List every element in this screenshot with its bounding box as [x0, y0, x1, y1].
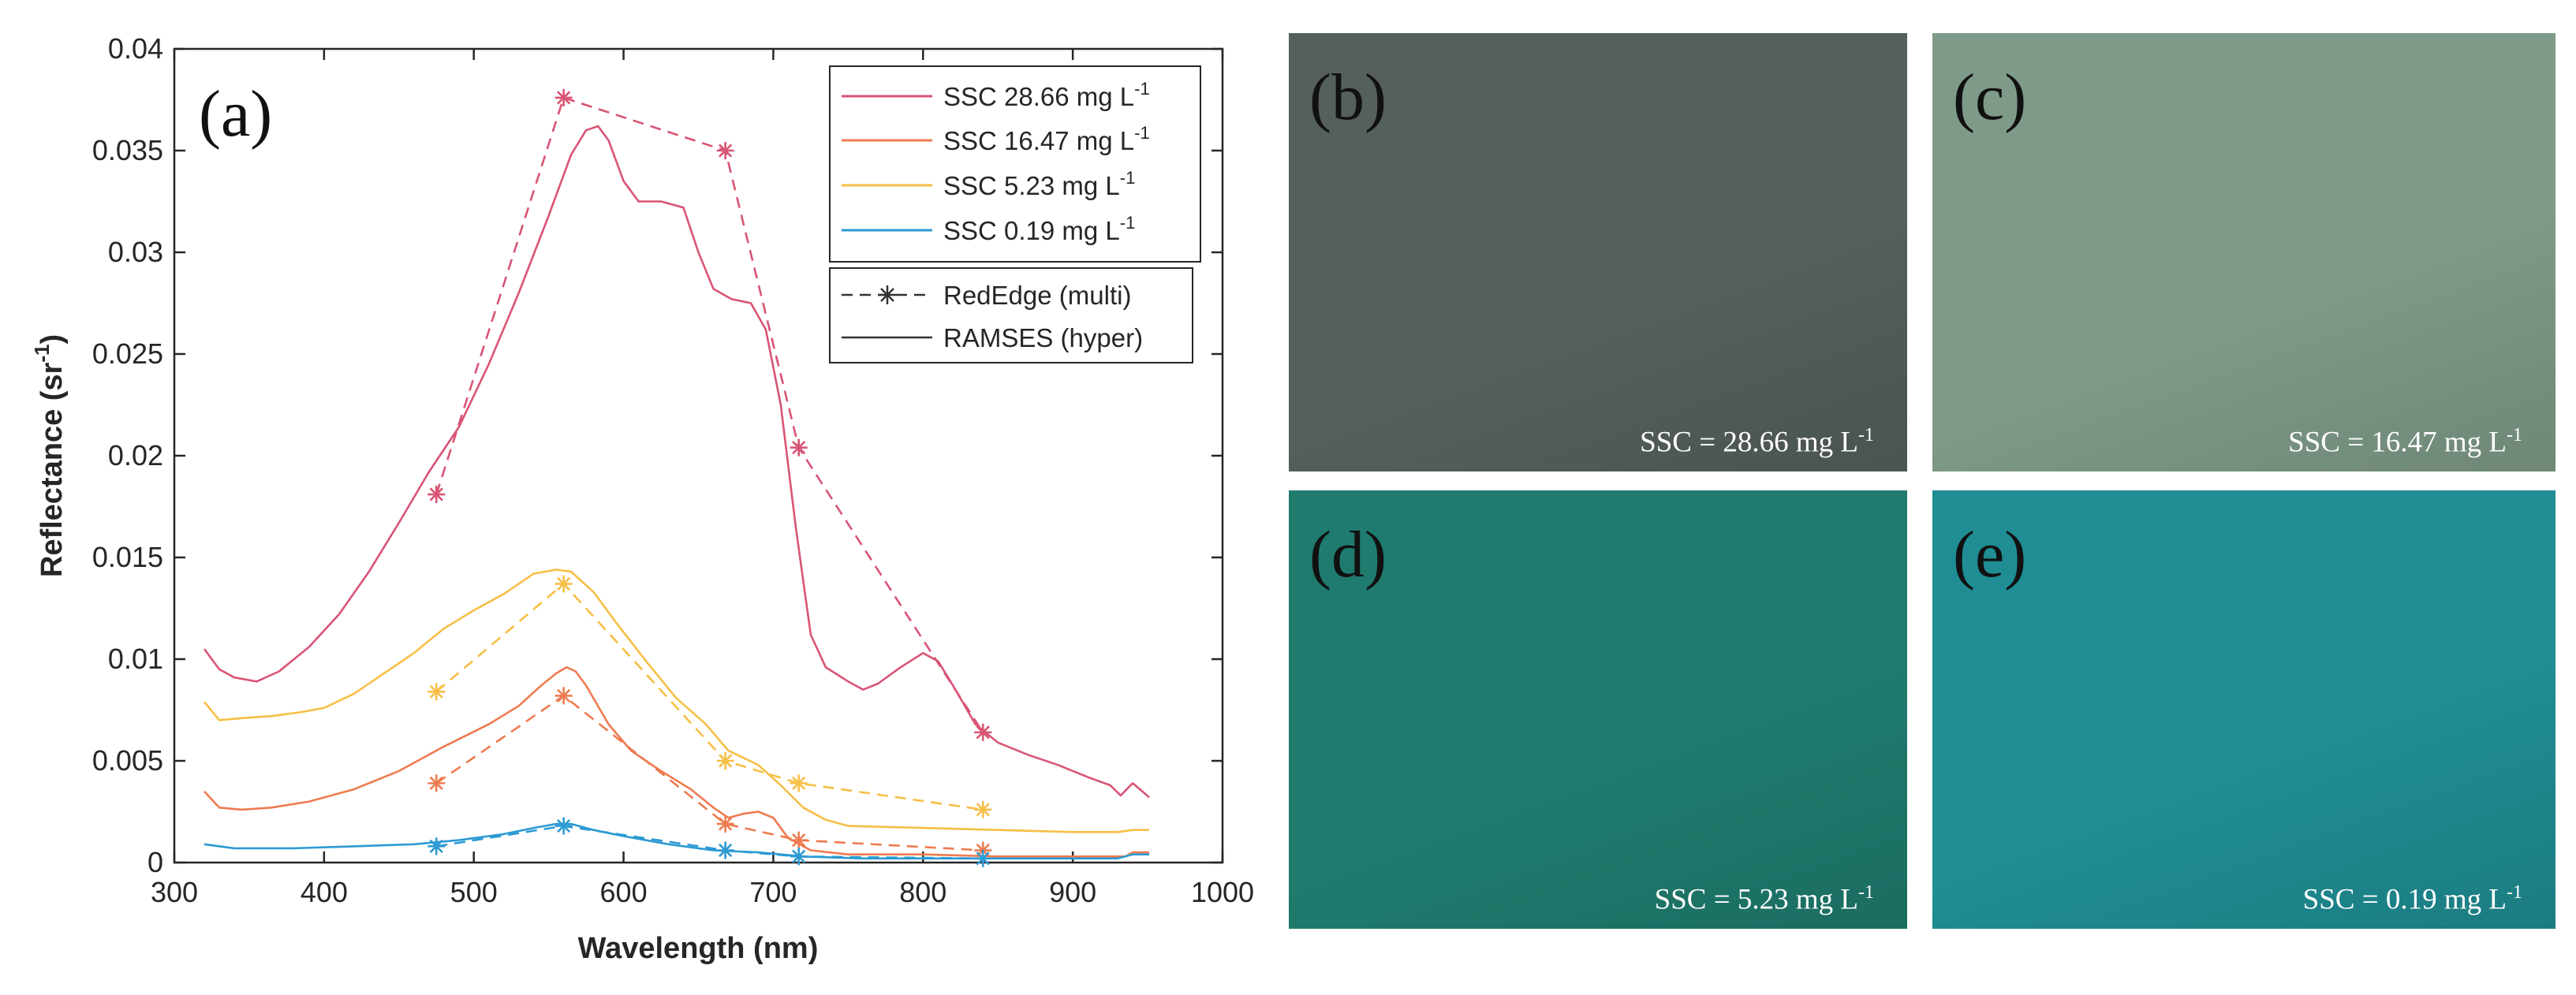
hyper-line: [203, 568, 1149, 833]
photo-panel-d: (d) SSC = 5.23 mg L-1: [1289, 490, 1907, 929]
legend-label-multi: RedEdge (multi): [943, 281, 1131, 310]
x-tick-label: 300: [151, 876, 198, 908]
x-tick-label: 400: [301, 876, 348, 908]
multi-point: [427, 683, 446, 701]
y-tick-label: 0.01: [108, 643, 163, 675]
x-tick-label: 600: [600, 876, 648, 908]
photo-tag-c: (c): [1953, 61, 2027, 134]
y-tick-label: 0.04: [108, 32, 163, 65]
multi-point: [554, 687, 573, 705]
photo-tag-d: (d): [1309, 518, 1387, 591]
chart: 300 400 500 600 700 800 900 1000 0 0.005 0.01 0.015…: [30, 32, 1254, 965]
y-tick-label: 0.035: [92, 134, 163, 166]
y-tick-label: 0.005: [92, 744, 163, 777]
multi-point: [427, 774, 446, 792]
x-tick-label: 1000: [1191, 876, 1254, 908]
x-tick-label: 500: [450, 876, 498, 908]
photo-tag-e: (e): [1953, 518, 2027, 591]
y-tick-label: 0.025: [92, 337, 163, 370]
photo-caption-e: SSC = 0.19 mg L-1: [2302, 881, 2522, 915]
y-tick-label: 0.03: [108, 236, 163, 268]
multi-line: [435, 694, 984, 852]
x-tick-label: 900: [1049, 876, 1096, 908]
multi-point: [974, 849, 992, 867]
multi-point: [554, 88, 573, 106]
multi-point: [427, 486, 446, 504]
y-tick-label: 0.015: [92, 541, 163, 573]
multi-point: [716, 841, 734, 859]
legend-label-0: SSC 0.19 mg L-1: [943, 213, 1135, 245]
series-layer: [203, 88, 1150, 867]
multi-point: [716, 752, 734, 770]
photo-panel-c: (c) SSC = 16.47 mg L-1: [1932, 33, 2555, 471]
hyper-line: [203, 822, 1149, 860]
series-legend: SSC 28.66 mg L-1 SSC 16.47 mg L-1 SSC 5.…: [829, 65, 1201, 263]
y-tick-label: 0.02: [108, 439, 163, 471]
x-tick-label: 800: [899, 876, 946, 908]
asterisk-marker-icon: [878, 285, 897, 304]
multi-point: [974, 800, 992, 818]
legend-label-hyper: RAMSES (hyper): [943, 323, 1143, 352]
photo-caption-d: SSC = 5.23 mg L-1: [1654, 881, 1874, 915]
photo-tag-b: (b): [1309, 61, 1387, 134]
y-tick-label: 0: [147, 846, 163, 878]
photo-panel-b: (b) SSC = 28.66 mg L-1: [1289, 33, 1907, 471]
legend-label-28: SSC 28.66 mg L-1: [943, 79, 1150, 111]
photo-caption-b: SSC = 28.66 mg L-1: [1640, 424, 1874, 458]
photo-panel-e: (e) SSC = 0.19 mg L-1: [1932, 490, 2555, 929]
multi-point: [790, 848, 808, 866]
axis-ticks: 300 400 500 600 700 800 900 1000 0 0.005 0.01 0.015…: [92, 32, 1254, 908]
multi-point: [790, 438, 808, 457]
panel-label: (a): [199, 77, 272, 151]
multi-point: [790, 831, 808, 849]
multi-point: [974, 723, 992, 741]
legend-label-16: SSC 16.47 mg L-1: [943, 123, 1150, 155]
type-legend: RedEdge (multi) RAMSES (hyper): [829, 267, 1193, 363]
y-axis-title: Reflectance (sr-1): [30, 334, 69, 577]
legend-label-5: SSC 5.23 mg L-1: [943, 168, 1135, 200]
multi-point: [716, 142, 734, 159]
x-tick-label: 700: [749, 876, 797, 908]
multi-point: [716, 814, 734, 833]
multi-point: [427, 837, 446, 855]
hyper-line: [203, 665, 1149, 858]
hyper-line: [203, 125, 1150, 799]
photo-caption-c: SSC = 16.47 mg L-1: [2288, 424, 2522, 458]
multi-point: [790, 774, 808, 792]
multi-point: [554, 575, 573, 593]
multi-point: [554, 817, 573, 835]
x-axis-title: Wavelength (nm): [578, 932, 819, 965]
